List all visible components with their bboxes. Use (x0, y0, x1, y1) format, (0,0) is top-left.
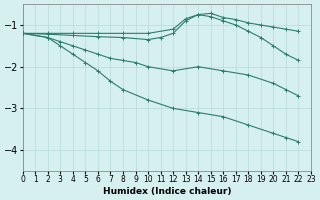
X-axis label: Humidex (Indice chaleur): Humidex (Indice chaleur) (103, 187, 231, 196)
